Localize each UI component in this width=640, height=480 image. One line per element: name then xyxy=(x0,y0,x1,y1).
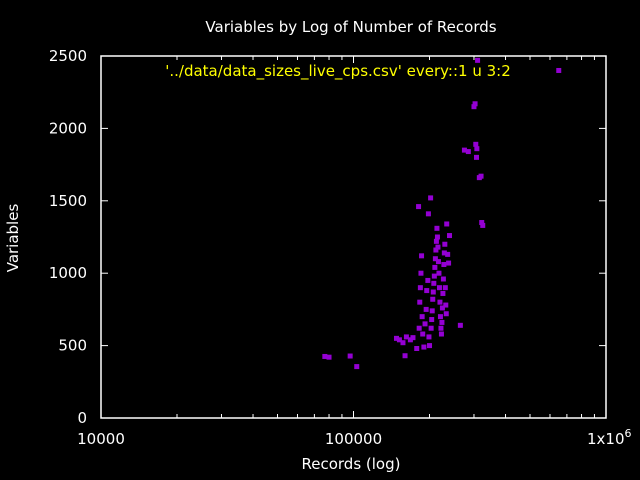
data-point xyxy=(407,337,413,343)
data-point xyxy=(416,204,422,210)
data-point xyxy=(443,311,449,317)
data-point xyxy=(441,262,447,268)
data-point xyxy=(430,296,436,302)
data-point xyxy=(418,270,424,276)
data-point xyxy=(424,288,430,294)
data-points xyxy=(322,57,562,370)
data-point xyxy=(434,225,440,231)
plot-frame xyxy=(100,55,607,419)
y-tick-label: 2500 xyxy=(49,47,87,65)
data-point xyxy=(393,335,399,341)
axis-ticks xyxy=(100,55,607,419)
y-axis-label: Variables xyxy=(4,204,22,273)
data-point xyxy=(441,250,447,256)
data-point xyxy=(430,289,436,295)
data-point xyxy=(432,264,438,270)
data-point xyxy=(479,220,485,226)
data-point xyxy=(326,354,332,360)
data-point xyxy=(433,238,439,244)
y-tick-label: 0 xyxy=(77,409,87,427)
data-point xyxy=(428,195,434,201)
data-point xyxy=(461,147,467,153)
data-point xyxy=(436,270,442,276)
data-point xyxy=(400,340,406,346)
data-point xyxy=(419,253,425,259)
data-point xyxy=(443,302,449,308)
data-point xyxy=(480,222,486,228)
x-axis-label: Records (log) xyxy=(302,455,401,473)
data-point xyxy=(434,234,440,240)
legend-entry: '../data/data_sizes_live_cps.csv' every:… xyxy=(165,62,510,81)
data-point xyxy=(435,244,441,250)
data-point xyxy=(438,325,444,331)
data-point xyxy=(322,353,328,359)
data-point xyxy=(428,325,434,331)
data-point xyxy=(423,306,429,312)
data-point xyxy=(556,67,562,73)
data-point xyxy=(440,290,446,296)
data-point xyxy=(429,308,435,314)
x-tick-label: 100000 xyxy=(325,430,382,448)
data-point xyxy=(421,344,427,350)
data-point xyxy=(403,334,409,340)
data-point xyxy=(425,211,431,217)
data-point xyxy=(426,334,432,340)
y-tick-label: 500 xyxy=(58,337,87,355)
x-tick-label: 1x106 xyxy=(587,427,632,448)
data-point xyxy=(439,319,445,325)
data-point xyxy=(396,337,402,343)
data-point xyxy=(419,314,425,320)
data-point xyxy=(417,299,423,305)
data-point xyxy=(432,256,438,262)
x-tick-label: 10000 xyxy=(77,430,125,448)
data-point xyxy=(427,343,433,349)
data-point xyxy=(422,321,428,327)
data-point xyxy=(447,233,453,239)
data-point xyxy=(435,259,441,265)
data-point xyxy=(446,260,452,266)
data-point xyxy=(417,285,423,291)
data-point xyxy=(420,331,426,337)
data-point xyxy=(474,146,480,152)
data-point xyxy=(437,314,443,320)
data-point xyxy=(465,149,471,155)
x-tick-labels: 10000 100000 1x106 xyxy=(77,427,631,448)
data-point xyxy=(436,285,442,291)
data-point xyxy=(442,285,448,291)
data-point xyxy=(431,280,437,286)
data-point xyxy=(474,154,480,160)
y-tick-label: 1500 xyxy=(49,192,87,210)
data-point xyxy=(457,322,463,328)
data-point xyxy=(437,299,443,305)
data-point xyxy=(471,104,477,110)
data-point xyxy=(425,277,431,283)
data-point xyxy=(445,251,451,257)
chart-title: Variables by Log of Number of Records xyxy=(205,18,496,36)
data-point xyxy=(439,305,445,311)
data-point xyxy=(429,317,435,323)
data-point xyxy=(414,345,420,351)
y-tick-label: 1000 xyxy=(49,264,87,282)
data-point xyxy=(402,353,408,359)
data-point xyxy=(416,325,422,331)
y-tick-labels: 0 500 1000 1500 2000 2500 xyxy=(49,47,87,427)
data-point xyxy=(438,331,444,337)
data-point xyxy=(444,221,450,227)
data-point xyxy=(433,247,439,253)
data-point xyxy=(478,173,484,179)
data-point xyxy=(442,241,448,247)
data-point xyxy=(354,364,360,370)
data-point xyxy=(473,141,479,147)
y-tick-label: 2000 xyxy=(49,119,87,137)
data-point xyxy=(472,101,478,107)
data-point xyxy=(410,335,416,341)
data-point xyxy=(431,273,437,279)
data-point xyxy=(347,353,353,359)
data-point xyxy=(440,276,446,282)
data-point xyxy=(475,57,481,63)
